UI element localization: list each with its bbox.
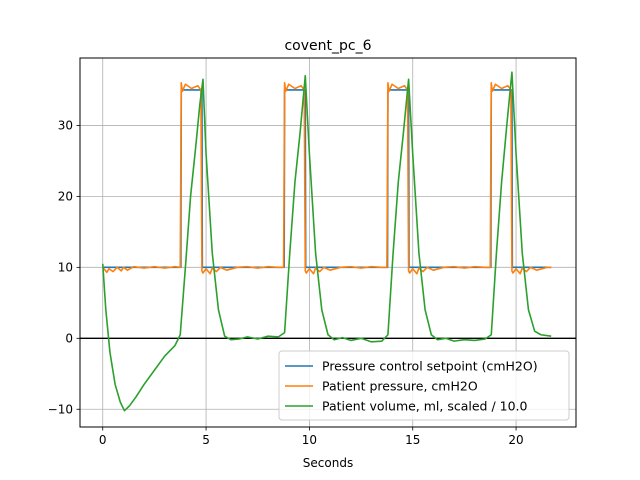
- legend-label-pressure: Patient pressure, cmH2O: [322, 379, 478, 394]
- x-tick-label: 0: [99, 433, 107, 447]
- legend: Pressure control setpoint (cmH2O) Patien…: [278, 350, 570, 421]
- y-tick-label: 0: [65, 332, 73, 346]
- x-tick-label: 5: [202, 433, 210, 447]
- x-tick-label: 15: [405, 433, 420, 447]
- legend-label-setpoint: Pressure control setpoint (cmH2O): [322, 359, 538, 374]
- plot-area-frame: [79, 57, 577, 428]
- y-tick-label: 20: [58, 190, 73, 204]
- x-tick-label: 10: [302, 433, 317, 447]
- axis-ticks: 0 5 10 15 20 −10 0 10 20 30: [48, 119, 524, 447]
- y-tick-label: 10: [58, 261, 73, 275]
- x-tick-label: 20: [508, 433, 523, 447]
- chart-title: covent_pc_6: [284, 38, 371, 54]
- legend-label-volume: Patient volume, ml, scaled / 10.0: [322, 399, 528, 414]
- y-tick-label: −10: [48, 403, 73, 417]
- series-lines: [101, 71, 552, 412]
- x-axis-label: Seconds: [303, 456, 353, 470]
- legend-box: [278, 350, 570, 421]
- y-tick-label: 30: [58, 119, 73, 133]
- volume-series-line: [101, 71, 552, 412]
